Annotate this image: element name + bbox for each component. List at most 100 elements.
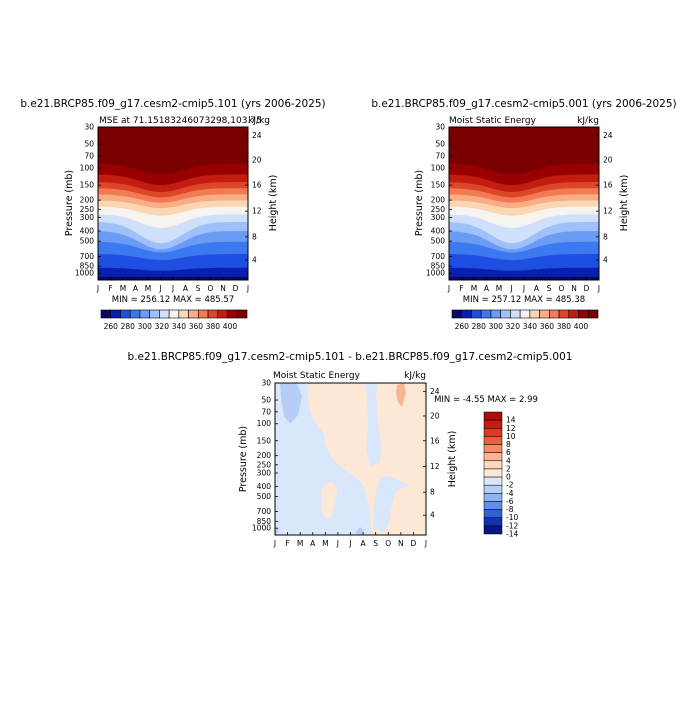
panel-left-colorbar-swatch	[198, 309, 209, 319]
panel-diff-colorbar-swatch	[483, 419, 503, 429]
panel-diff-y-tick-label: 850	[257, 517, 272, 526]
panel-diff-colorbar-swatch	[483, 476, 503, 486]
panel-right-y-tick-label: 700	[431, 252, 446, 261]
panel-diff-subtitle-units: kJ/kg	[404, 371, 426, 381]
panel-left-x-tick-label: M	[120, 284, 126, 293]
panel-right-colorbar: 260 280 300 320 340 360 380 400	[451, 309, 599, 331]
panel-left-colorbar-label: 300	[138, 322, 153, 331]
panel-right-y-tick-label: 200	[431, 196, 446, 205]
panel-right-x-tick-label: J	[597, 284, 600, 293]
panel-left-y2-tick-label: 24	[252, 131, 262, 140]
panel-diff-y-tick-label: 400	[257, 482, 272, 491]
panel-diff-x-tick-label: J	[348, 539, 351, 548]
panel-left-colorbar-label: 320	[155, 322, 170, 331]
panel-left-colorbar-swatch	[129, 309, 141, 319]
panel-diff-x-tick-label: J	[424, 539, 427, 548]
panel-diff-y2-tick-label: 16	[430, 436, 440, 445]
panel-right-colorbar-label: 340	[523, 322, 538, 331]
panel-diff-x-tick-label: J	[336, 539, 339, 548]
panel-diff-colorbar-label: -14	[506, 530, 518, 539]
panel-left-ensemble-101: b.e21.BRCP85.f09_g17.cesm2-cmip5.101 (yr…	[20, 98, 325, 331]
panel-diff-y-tick-label: 500	[257, 492, 272, 501]
panel-diff-x-tick-label: J	[273, 539, 276, 548]
panel-diff-colorbar-label: -4	[506, 489, 514, 498]
panel-left-x-tick-label: S	[196, 284, 201, 293]
panel-diff-y-tick-label: 150	[257, 436, 272, 445]
panel-right-y-tick-label: 1000	[426, 269, 445, 278]
panel-left-colorbar-swatch	[139, 309, 150, 319]
panel-right-title: b.e21.BRCP85.f09_g17.cesm2-cmip5.001 (yr…	[371, 98, 676, 110]
panel-right-colorbar-label: 400	[574, 322, 589, 331]
panel-diff-colorbar-label: -12	[506, 521, 518, 530]
panel-right-contour-field	[449, 127, 599, 280]
panel-diff-colorbar-swatch	[483, 484, 503, 494]
panel-left-y2-tick-label: 20	[252, 156, 262, 165]
panel-left-colorbar-swatch	[120, 309, 131, 319]
panel-left-x-tick-label: A	[133, 284, 139, 293]
panel-left-y2-axis-label: Height (km)	[268, 175, 279, 232]
panel-left-y2-tick-label: 12	[252, 207, 262, 216]
panel-right-x-tick-label: M	[471, 284, 477, 293]
panel-diff-colorbar-swatch	[483, 517, 503, 527]
panel-right-colorbar-label: 360	[540, 322, 555, 331]
panel-diff-colorbar-swatch	[483, 460, 503, 470]
panel-left-colorbar-swatch	[227, 309, 238, 319]
panel-right-min-max: MIN = 257.12 MAX = 485.38	[463, 295, 585, 305]
panel-diff-x-tick-label: D	[411, 539, 417, 548]
panel-right-y-tick-label: 150	[431, 181, 446, 190]
panel-right-x-tick-label: J	[447, 284, 450, 293]
panel-left-colorbar-label: 340	[172, 322, 187, 331]
diff-positive-blob-lower	[321, 482, 337, 519]
panel-right-y-tick-label: 850	[431, 262, 446, 271]
panel-diff-y2-tick-label: 4	[430, 511, 435, 520]
panel-diff-colorbar-label: -8	[506, 505, 514, 514]
panel-right-y-tick-label: 30	[435, 123, 445, 132]
panel-diff-y-tick-label: 50	[261, 396, 271, 405]
panel-right-x-tick-label: F	[459, 284, 463, 293]
panel-right-colorbar-label: 260	[455, 322, 470, 331]
panel-left-y2-tick-label: 4	[252, 256, 257, 265]
panel-diff-y2-tick-label: 24	[430, 387, 440, 396]
panel-left-min-max: MIN = 256.12 MAX = 485.57	[112, 295, 234, 305]
panel-right-colorbar-swatch	[471, 309, 482, 319]
panel-right-ensemble-001: b.e21.BRCP85.f09_g17.cesm2-cmip5.001 (yr…	[371, 98, 676, 331]
panel-diff-colorbar-label: 14	[506, 416, 516, 425]
panel-diff-y2-tick-label: 8	[430, 488, 435, 497]
panel-diff-y-tick-label: 30	[261, 379, 271, 388]
panel-right-colorbar-label: 380	[557, 322, 572, 331]
panel-diff-colorbar-label: 0	[506, 473, 511, 482]
panel-right-x-tick-label: J	[509, 284, 512, 293]
panel-right-x-tick-label: A	[484, 284, 490, 293]
panel-right-x-tick-label: D	[584, 284, 590, 293]
panel-right-colorbar-swatch	[578, 309, 589, 319]
panel-right-colorbar-swatch	[539, 309, 550, 319]
panel-left-y-tick-label: 50	[84, 140, 94, 149]
panel-left-colorbar: 260 280 300 320 340 360 380 400	[100, 309, 248, 331]
panel-left-colorbar-swatch	[110, 309, 121, 319]
panel-diff-colorbar-label: -2	[506, 481, 514, 490]
panel-left-y-tick-label: 250	[80, 205, 95, 214]
panel-left-colorbar-swatch	[100, 309, 112, 319]
panel-left-y-tick-label: 700	[80, 252, 95, 261]
panel-left-colorbar-swatch	[159, 309, 170, 319]
panel-right-colorbar-swatch	[568, 309, 579, 319]
panel-left-colorbar-label: 260	[104, 322, 119, 331]
panel-diff-y-tick-label: 700	[257, 507, 272, 516]
panel-left-y-tick-label: 70	[84, 152, 94, 161]
panel-right-colorbar-swatch	[529, 309, 540, 319]
panel-left-x-tick-label: A	[183, 284, 189, 293]
panel-left-x-tick-label: O	[208, 284, 214, 293]
panel-diff-colorbar-label: 8	[506, 440, 511, 449]
panel-diff-colorbar-label: 4	[506, 456, 511, 465]
panel-diff-colorbar-swatch	[483, 428, 503, 437]
panel-left-colorbar-label: 400	[223, 322, 238, 331]
panel-diff-y-tick-label: 300	[257, 468, 272, 477]
panel-right-colorbar-swatch	[587, 309, 599, 319]
panel-left-contour-field	[98, 127, 248, 280]
panel-right-x-tick-label: N	[571, 284, 577, 293]
panel-diff-colorbar-label: 10	[506, 432, 516, 441]
panel-diff-y-tick-label: 250	[257, 460, 272, 469]
panel-right-y2-tick-label: 12	[603, 207, 613, 216]
panel-diff-y-tick-label: 1000	[252, 524, 271, 533]
